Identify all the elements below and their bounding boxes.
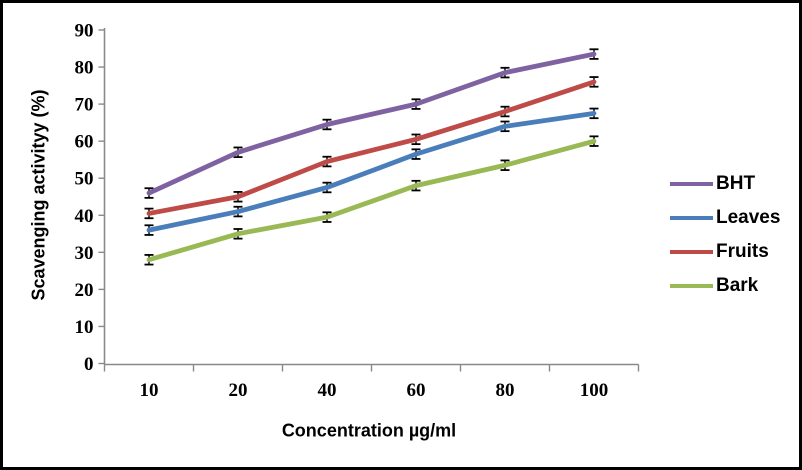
- y-tick-label: 30: [75, 243, 94, 264]
- legend-item-bht: BHT: [670, 173, 780, 195]
- x-tick-label: 100: [580, 380, 609, 401]
- x-tick-label: 40: [318, 380, 337, 401]
- legend-item-fruits: Fruits: [670, 241, 780, 263]
- x-tick-label: 60: [407, 380, 426, 401]
- y-tick-label: 40: [75, 206, 94, 227]
- legend-swatch-fruits: [670, 250, 713, 254]
- series-line-leaves: [146, 110, 597, 233]
- legend-label: Fruits: [716, 241, 769, 262]
- legend-swatch-bark: [670, 284, 713, 288]
- legend: BHT Leaves Fruits Bark: [670, 173, 780, 297]
- legend-item-leaves: Leaves: [670, 207, 780, 229]
- x-tick-label: 20: [229, 380, 248, 401]
- y-tick-label: 90: [75, 21, 94, 42]
- y-tick-label: 0: [84, 354, 94, 375]
- x-tick-label: 80: [496, 380, 515, 401]
- y-tick-label: 20: [75, 280, 94, 301]
- y-tick-label: 10: [75, 317, 94, 338]
- legend-swatch-bht: [670, 182, 713, 186]
- legend-swatch-leaves: [670, 216, 713, 220]
- series-line-bark: [146, 138, 597, 263]
- y-tick-label: 70: [75, 95, 94, 116]
- legend-label: BHT: [716, 173, 756, 194]
- legend-label: Bark: [716, 275, 759, 296]
- legend-item-bark: Bark: [670, 275, 780, 297]
- y-tick-label: 80: [75, 58, 94, 79]
- x-tick-label: 10: [140, 380, 159, 401]
- series-line-fruits: [146, 79, 597, 216]
- y-tick-label: 60: [75, 132, 94, 153]
- x-axis-title: Concentration µg/ml: [281, 420, 457, 441]
- y-axis-title: Scavenging activityy (%): [28, 89, 49, 301]
- y-tick-label: 50: [75, 169, 94, 190]
- series-line-bht: [146, 51, 597, 196]
- legend-label: Leaves: [716, 207, 781, 228]
